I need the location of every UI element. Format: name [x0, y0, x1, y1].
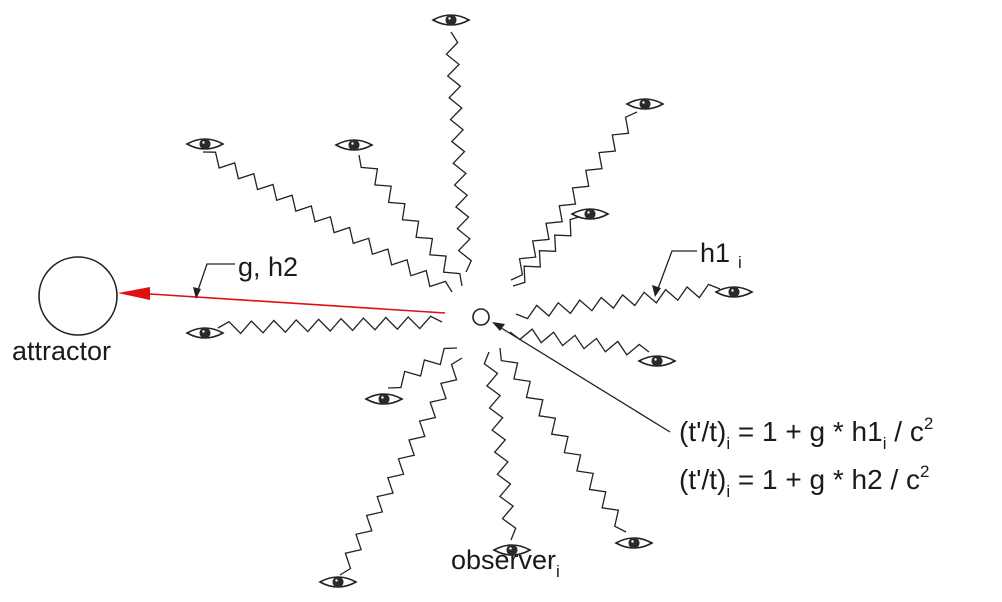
attractor-label: attractor: [12, 336, 112, 366]
eq2-lhs: (t'/t): [679, 464, 727, 495]
eye-icon: [432, 13, 470, 27]
eye-icon: [335, 138, 373, 152]
light-ray-2: [358, 154, 463, 287]
h1-leader: [652, 250, 697, 297]
equation-leader: [492, 322, 671, 433]
eye-icon: [638, 354, 676, 368]
light-ray-7: [483, 351, 517, 541]
eye-icon: [615, 536, 653, 550]
observer-point: [472, 308, 490, 326]
eye-icon: [715, 285, 753, 299]
light-ray-4: [217, 315, 443, 335]
eye-icon: [186, 326, 224, 340]
light-ray-9: [509, 328, 650, 356]
observer-sub: i: [556, 562, 560, 581]
eye-icon: [626, 97, 664, 111]
eq1-lhs-sub: i: [726, 434, 731, 453]
eq1-rhs: / c: [886, 416, 924, 447]
g-h2-leader: [193, 263, 235, 299]
h1-main: h1: [700, 238, 731, 268]
eye-icon: [186, 137, 224, 151]
light-ray-5: [387, 347, 458, 389]
observer-label: observeri: [451, 545, 560, 582]
h1-label: h1 i: [700, 238, 742, 273]
attractor-circle: [38, 256, 118, 336]
eq2-lhs-sub: i: [726, 482, 731, 501]
light-ray-8: [499, 347, 627, 533]
eq1-exp: 2: [923, 414, 934, 433]
eq1-mid: = 1 + g * h1: [730, 416, 883, 447]
light-ray-1: [445, 31, 473, 273]
eye-icon: [365, 392, 403, 406]
g-h2-label: g, h2: [238, 252, 299, 282]
eq1-lhs: (t'/t): [679, 416, 727, 447]
light-rays: [202, 31, 721, 576]
equation-1: (t'/t)i = 1 + g * h1i / c2: [679, 414, 933, 454]
h1-sub: i: [738, 253, 742, 272]
light-ray-10: [515, 283, 721, 320]
equation-2: (t'/t)i = 1 + g * h2 / c2: [679, 462, 930, 502]
observers: [186, 13, 753, 589]
eq2-mid: = 1 + g * h2 / c: [730, 464, 921, 495]
gravity-arrow: [118, 287, 446, 314]
light-ray-12: [510, 111, 638, 281]
light-ray-3: [202, 151, 453, 293]
observer-main: observer: [451, 545, 557, 575]
eq1-mid-sub: i: [882, 434, 887, 453]
light-ray-6: [339, 357, 463, 576]
light-ray-11: [512, 215, 583, 287]
eq2-exp: 2: [920, 462, 930, 481]
eye-icon: [319, 575, 357, 589]
